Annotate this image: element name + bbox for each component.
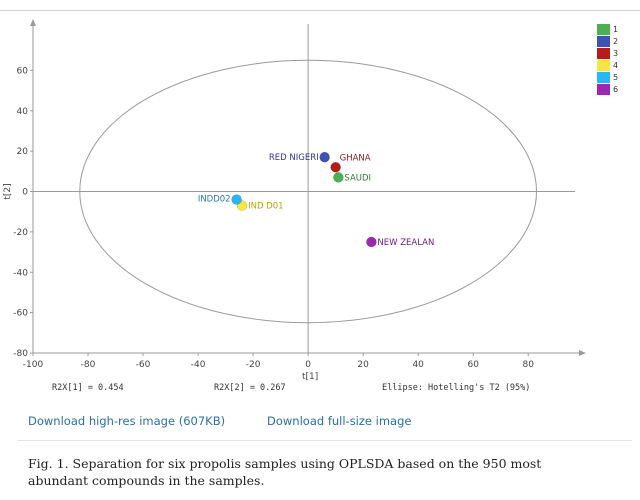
point-label: RED NIGERI (269, 153, 319, 163)
y-tick-label: -80 (13, 349, 28, 359)
x-tick-label: -60 (136, 360, 151, 370)
y-axis-label: t[2] (3, 183, 13, 199)
y-tick-label: -60 (13, 309, 28, 319)
x-tick-label: 80 (523, 360, 535, 370)
x-tick-label: -20 (246, 360, 261, 370)
point-label: SAUDI (344, 173, 371, 183)
figure-caption: Fig. 1. Separation for six propolis samp… (28, 456, 542, 488)
y-tick-label: 20 (17, 147, 29, 157)
legend-label: 5 (613, 73, 618, 82)
legend-swatch-3 (597, 48, 610, 59)
hotelling-ellipse (79, 59, 537, 324)
legend-swatch-5 (597, 72, 610, 83)
y-tick-label: 60 (17, 66, 29, 76)
x-tick-label: 20 (357, 360, 369, 370)
data-point-3 (330, 162, 341, 173)
x-tick-label: -40 (191, 360, 206, 370)
y-tick-label: 40 (17, 107, 29, 117)
data-point-6 (366, 236, 377, 248)
legend-swatch-6 (597, 84, 610, 95)
y-axis-arrow (30, 19, 36, 26)
scatter-plot: -100 -80 -60 -40 -20 0 20 40 60 80-80-60-40-20020… (3, 19, 618, 393)
data-point-2 (319, 151, 330, 163)
point-label: NEW ZEALAN (377, 238, 434, 248)
y-tick-label: 0 (22, 188, 28, 198)
r2x1-annotation: R2X[1] = 0.454 (52, 383, 124, 393)
data-point-1 (333, 172, 344, 183)
point-label: INDD02 (198, 195, 231, 205)
legend-label: 1 (613, 25, 618, 34)
x-axis-arrow (579, 350, 586, 356)
point-label: GHANA (340, 153, 371, 163)
ellipse-annotation: Ellipse: Hotelling's T2 (95%) (382, 383, 530, 393)
download-full-size-link[interactable]: Download full-size image (267, 414, 412, 428)
download-high-res-link[interactable]: Download high-res image (607KB) (28, 414, 226, 428)
legend-swatch-1 (597, 24, 610, 35)
x-tick-label: -100 (23, 360, 44, 370)
x-axis-label: t[1] (302, 372, 318, 382)
legend-label: 6 (613, 85, 618, 94)
x-tick-label: 60 (467, 360, 479, 370)
legend-label: 3 (613, 49, 618, 58)
legend-swatch-4 (597, 60, 610, 71)
legend-label: 2 (613, 37, 618, 46)
point-label: IND D01 (248, 202, 283, 212)
legend-label: 4 (613, 61, 618, 70)
caption-divider (18, 440, 632, 441)
x-tick-label: 0 (305, 360, 311, 370)
y-tick-label: -20 (13, 228, 28, 238)
legend-swatch-2 (597, 36, 610, 47)
data-point-5 (231, 194, 242, 205)
x-tick-label: -80 (81, 360, 96, 370)
r2x2-annotation: R2X[2] = 0.267 (214, 383, 286, 393)
x-tick-label: 40 (412, 360, 424, 370)
top-divider (0, 10, 640, 11)
y-tick-label: -40 (13, 268, 28, 278)
